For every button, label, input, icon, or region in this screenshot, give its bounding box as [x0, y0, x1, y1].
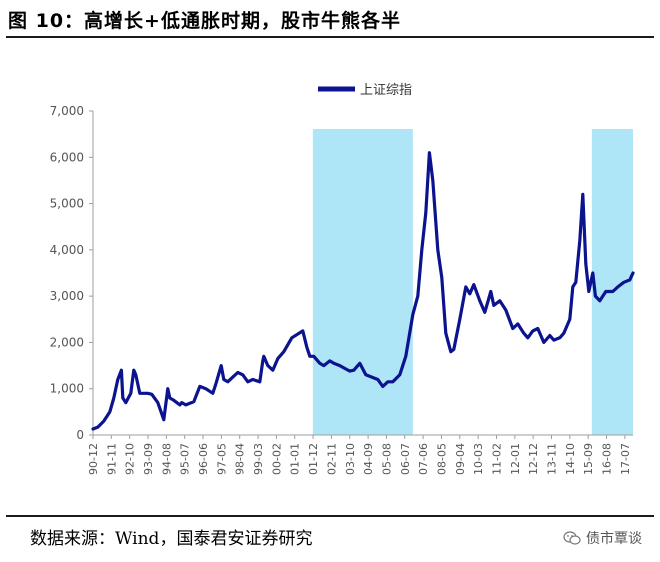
x-tick-label: 03-10 [344, 443, 357, 475]
x-axis: 90-12 91-11 92-10 93-09 94-08 95-07 96-06 97-05… [87, 434, 633, 475]
legend: 上证综指 [318, 83, 412, 98]
x-tick-label: 97-05 [215, 443, 228, 475]
line-chart: 0 1,000 2,000 3,000 4,000 5,000 6,000 7,000 90-… [50, 83, 635, 475]
x-tick-label: 00-02 [270, 443, 283, 475]
y-tick-label: 4,000 [50, 243, 84, 257]
figure-title: 图 10：高增长+低通胀时期，股市牛熊各半 [8, 10, 401, 32]
x-tick-label: 09-04 [454, 443, 467, 475]
x-tick-label: 11-02 [490, 443, 503, 475]
y-axis: 0 1,000 2,000 3,000 4,000 5,000 6,000 7,000 [50, 104, 94, 442]
x-tick-label: 05-08 [380, 443, 393, 475]
footer-divider [6, 515, 654, 517]
x-tick-label: 02-11 [325, 443, 338, 475]
x-tick-label: 94-08 [160, 443, 173, 475]
shaded-periods [312, 129, 634, 435]
y-tick-label: 7,000 [50, 104, 84, 118]
x-tick-label: 98-04 [234, 443, 247, 475]
x-tick-label: 07-06 [417, 443, 430, 475]
x-tick-label: 10-03 [472, 443, 485, 475]
x-tick-label: 17-07 [619, 443, 632, 475]
series-group [91, 151, 635, 431]
watermark: 债市覃谈 [563, 528, 642, 548]
x-tick-label: 06-07 [399, 443, 412, 475]
watermark-text: 债市覃谈 [586, 531, 642, 547]
x-tick-label: 01-12 [307, 443, 320, 475]
source-note: 数据来源：Wind，国泰君安证券研究 [30, 529, 313, 549]
x-tick-label: 99-03 [252, 443, 265, 475]
x-tick-label: 15-09 [582, 443, 595, 475]
series-line-1 [91, 151, 635, 431]
x-tick-label: 92-10 [124, 443, 137, 475]
shaded-period-1 [312, 129, 413, 435]
x-tick-label: 08-05 [435, 443, 448, 475]
x-tick-label: 96-06 [197, 443, 210, 475]
x-tick-label: 90-12 [87, 443, 100, 475]
x-tick-label: 16-08 [601, 443, 614, 475]
x-tick-label: 91-11 [105, 443, 118, 475]
x-tick-label: 12-01 [509, 443, 522, 475]
x-tick-label: 13-11 [546, 443, 559, 475]
y-tick-label: 3,000 [50, 289, 84, 303]
y-tick-label: 1,000 [50, 382, 84, 396]
title-divider [6, 36, 654, 38]
y-tick-label: 5,000 [50, 197, 84, 211]
x-tick-label: 12-12 [527, 443, 540, 475]
x-tick-label: 14-10 [564, 443, 577, 475]
y-tick-label: 2,000 [50, 335, 84, 349]
x-tick-label: 01-01 [289, 443, 302, 475]
x-tick-label: 04-09 [362, 443, 375, 475]
x-tick-label: 93-09 [142, 443, 155, 475]
x-tick-label: 95-07 [179, 443, 192, 475]
y-tick-label: 6,000 [50, 150, 84, 164]
y-tick-label: 0 [76, 428, 84, 442]
wechat-icon [563, 531, 581, 545]
legend-label: 上证综指 [360, 83, 412, 98]
